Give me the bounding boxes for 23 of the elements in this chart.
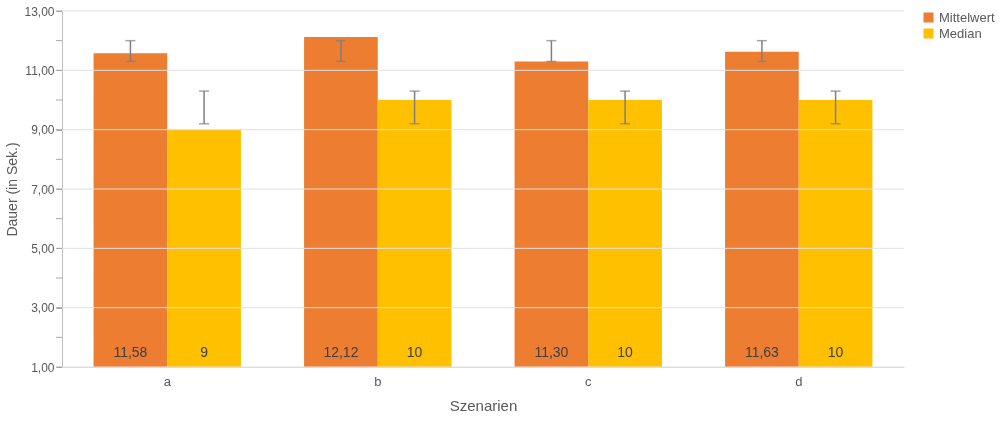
x-tick-label: d	[795, 373, 803, 389]
data-label: 10	[406, 344, 423, 360]
x-tick-label: c	[585, 373, 592, 389]
y-tick-label: 9,00	[31, 123, 55, 138]
y-tick-label: 7,00	[31, 182, 55, 197]
y-tick-label: 13,00	[24, 4, 55, 19]
y-axis-title: Dauer (in Sek.)	[4, 142, 21, 237]
data-label: 11,58	[113, 344, 148, 360]
data-label: 11,63	[744, 344, 780, 360]
data-label: 9	[200, 344, 209, 360]
x-tick-label: b	[374, 373, 382, 389]
y-tick-label: 3,00	[31, 301, 55, 316]
y-tick-label: 1,00	[31, 360, 55, 375]
legend-label: Mittelwert	[939, 9, 996, 25]
y-tick-label: 5,00	[31, 241, 55, 256]
legend-label: Median	[939, 25, 982, 41]
data-label: 10	[827, 344, 844, 360]
x-axis-title: Szenarien	[449, 396, 518, 414]
x-tick-label: a	[163, 373, 172, 389]
y-tick-label: 11,00	[25, 63, 55, 78]
data-label: 11,30	[534, 344, 569, 360]
data-label: 12,12	[323, 344, 359, 360]
data-label: 10	[617, 344, 634, 360]
